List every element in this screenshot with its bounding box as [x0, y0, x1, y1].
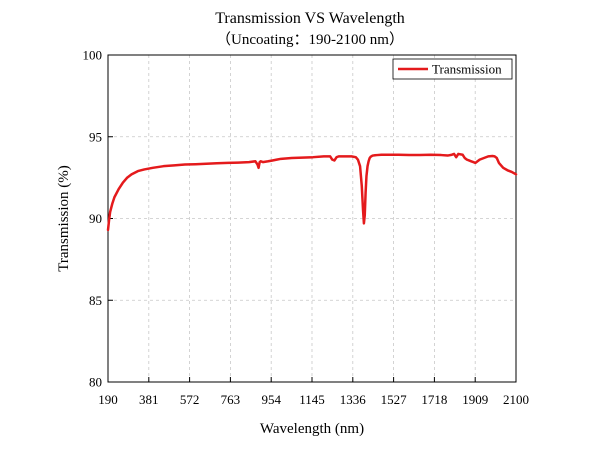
series-layer — [106, 152, 518, 232]
y-tick-label: 85 — [89, 293, 102, 308]
legend-box — [392, 58, 513, 80]
series-line-transmission — [106, 152, 518, 232]
x-tick-label: 1145 — [299, 392, 325, 407]
chart-subtitle: （Uncoating：190-2100 nm） — [216, 31, 404, 48]
axis-ticks: 190 381 572 763 954 1145 1336 1527 1718 1909 2100 8… — [83, 48, 530, 408]
x-tick-label: 1336 — [340, 392, 367, 407]
y-tick-label: 90 — [89, 211, 102, 226]
y-tick-label: 95 — [89, 129, 102, 144]
legend: Transmission — [392, 58, 513, 80]
x-tick-label: 2100 — [503, 392, 529, 407]
legend-label: Transmission — [432, 62, 502, 77]
x-tick-label: 190 — [98, 392, 118, 407]
y-tick-label: 80 — [89, 375, 102, 390]
x-tick-label: 572 — [180, 392, 200, 407]
x-tick-label: 1909 — [462, 392, 488, 407]
chart-title: Transmission VS Wavelength — [215, 10, 405, 27]
x-tick-label: 1527 — [381, 392, 408, 407]
x-tick-label: 1718 — [421, 392, 447, 407]
grid-lines — [108, 55, 516, 382]
x-axis-label: Wavelength (nm) — [260, 421, 364, 437]
x-tick-label: 954 — [261, 392, 281, 407]
y-tick-label: 100 — [83, 48, 103, 63]
x-tick-label: 381 — [139, 392, 159, 407]
x-tick-label: 763 — [221, 392, 241, 407]
y-axis-label: Transmission (%) — [56, 165, 72, 272]
